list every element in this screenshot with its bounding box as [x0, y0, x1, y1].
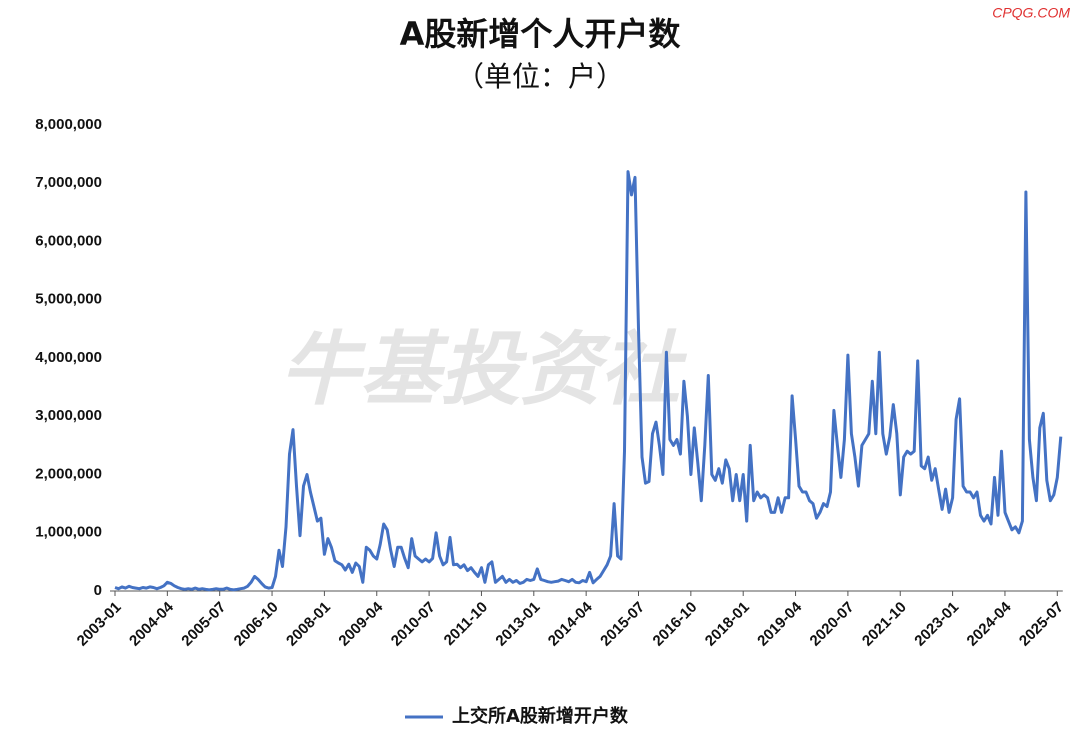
x-tick-label: 2018-01: [702, 599, 753, 650]
series-line: [114, 170, 1063, 592]
x-tick-label: 2005-07: [178, 599, 229, 650]
x-tick-label: 2011-10: [441, 599, 491, 649]
y-tick-label: 7,000,000: [35, 174, 102, 191]
x-tick-label: 2009-04: [335, 598, 386, 649]
x-tick-label: 2016-10: [650, 599, 701, 650]
y-tick-label: 3,000,000: [35, 407, 102, 424]
y-tick-label: 2,000,000: [35, 465, 102, 482]
x-tick-label: 2024-04: [964, 598, 1015, 649]
x-tick-label: 2008-01: [283, 599, 334, 650]
chart-title: A股新增个人开户数: [400, 15, 682, 53]
x-tick-label: 2025-07: [1016, 599, 1067, 650]
y-tick-label: 6,000,000: [35, 232, 102, 249]
legend-label: 上交所A股新增开户数: [452, 705, 629, 727]
x-tick-label: 2013-01: [492, 599, 543, 650]
x-tick-label: 2023-01: [911, 599, 962, 650]
x-tick-label: 2010-07: [388, 599, 439, 650]
x-tick-label: 2004-04: [126, 598, 177, 649]
x-tick-label: 2014-04: [545, 598, 596, 649]
y-tick-label: 8,000,000: [35, 116, 102, 133]
watermark: 牛基投资社: [280, 323, 688, 416]
chart-subtitle: （单位：户）: [456, 60, 624, 93]
x-tick-label: 2006-10: [231, 599, 282, 650]
x-tick-label: 2020-07: [807, 599, 858, 650]
y-tick-label: 5,000,000: [35, 291, 102, 308]
source: CPQG.COM: [992, 5, 1070, 21]
x-tick-label: 2019-04: [754, 598, 805, 649]
y-tick-label: 0: [94, 582, 102, 599]
y-tick-label: 4,000,000: [35, 349, 102, 366]
x-tick-label: 2015-07: [597, 599, 648, 650]
x-tick-label: 2021-10: [859, 599, 910, 650]
x-tick-label: 2003-01: [74, 599, 125, 650]
y-tick-label: 1,000,000: [35, 524, 102, 541]
